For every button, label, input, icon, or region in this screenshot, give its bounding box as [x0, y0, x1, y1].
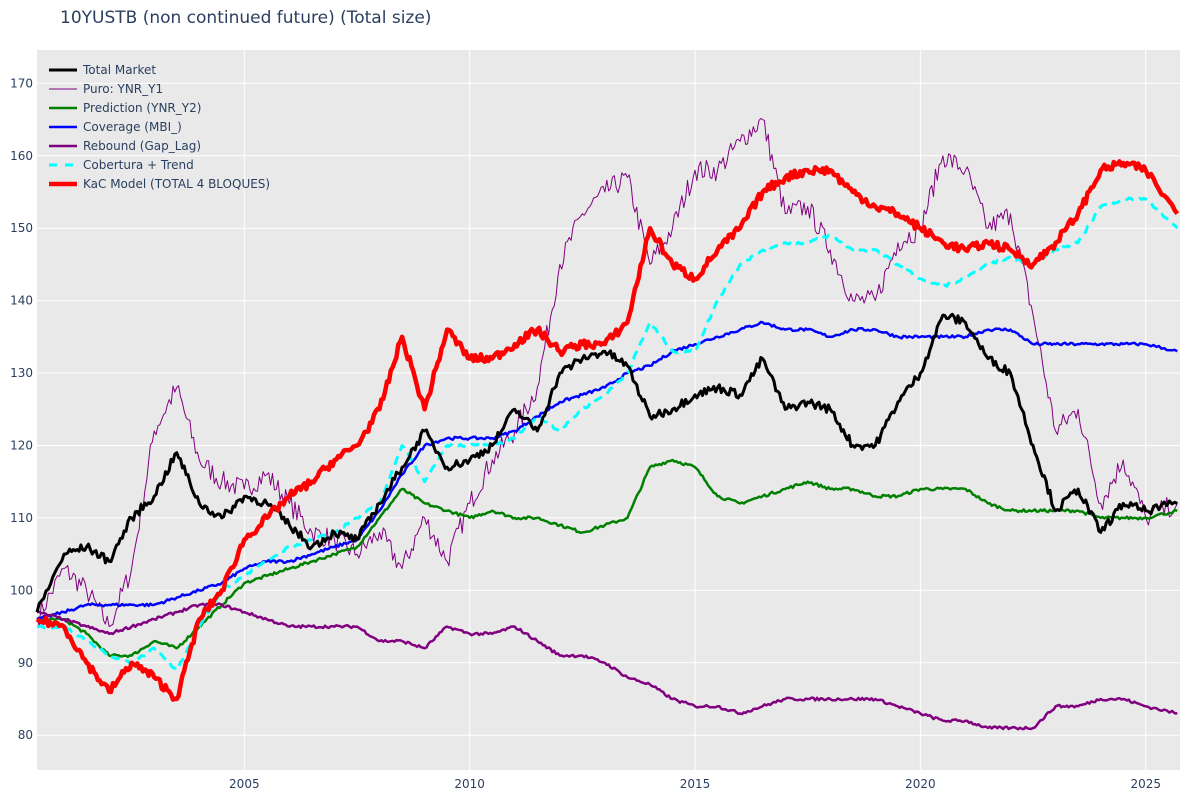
- legend-label: Rebound (Gap_Lag): [83, 138, 202, 153]
- series-line-total-market: [35, 312, 1178, 613]
- x-tick-label: 2025: [1130, 777, 1161, 791]
- legend-swatch: [49, 163, 77, 166]
- y-tick-label: 130: [10, 366, 33, 380]
- legend-label: Cobertura + Trend: [83, 157, 194, 172]
- series-line-coverage-mbi: [36, 320, 1178, 621]
- series-line-cobertura-trend: [36, 196, 1179, 672]
- legend-swatch: [49, 125, 77, 128]
- legend-swatch: [49, 68, 77, 71]
- legend-label: Prediction (YNR_Y2): [83, 100, 202, 115]
- chart-title: 10YUSTB (non continued future) (Total si…: [60, 8, 432, 28]
- legend-item[interactable]: Puro: YNR_Y1: [47, 79, 270, 98]
- series-line-prediction-ynr-y2: [36, 458, 1178, 659]
- y-tick-label: 170: [10, 76, 33, 90]
- x-tick-label: 2005: [229, 777, 260, 791]
- legend-swatch: [49, 106, 77, 109]
- legend-item[interactable]: Total Market: [47, 60, 270, 79]
- legend-swatch: [49, 88, 77, 89]
- y-tick-label: 90: [18, 656, 33, 670]
- series-line-puro-ynr-y1: [36, 118, 1178, 628]
- legend-swatch: [49, 144, 77, 147]
- legend-swatch: [49, 181, 77, 186]
- legend-item[interactable]: Rebound (Gap_Lag): [47, 136, 270, 155]
- y-tick-label: 120: [10, 438, 33, 452]
- y-tick-label: 100: [10, 583, 33, 597]
- legend-label: KaC Model (TOTAL 4 BLOQUES): [83, 176, 271, 191]
- y-tick-label: 160: [10, 149, 33, 163]
- legend-item[interactable]: Cobertura + Trend: [47, 155, 270, 174]
- legend-label: Puro: YNR_Y1: [83, 81, 164, 96]
- y-tick-label: 140: [10, 294, 33, 308]
- series-line-rebound-gap-lag: [36, 602, 1178, 731]
- legend-item[interactable]: Prediction (YNR_Y2): [47, 98, 270, 117]
- legend-item[interactable]: Coverage (MBI_): [47, 117, 270, 136]
- x-tick-label: 2015: [680, 777, 711, 791]
- series-line-kac-model-total-4-bloques: [35, 159, 1180, 702]
- x-tick-label: 2020: [905, 777, 936, 791]
- y-tick-label: 150: [10, 221, 33, 235]
- y-tick-label: 110: [10, 511, 33, 525]
- legend-label: Coverage (MBI_): [83, 119, 182, 134]
- legend-item[interactable]: KaC Model (TOTAL 4 BLOQUES): [47, 174, 270, 193]
- x-tick-label: 2010: [454, 777, 485, 791]
- legend: Total Market Puro: YNR_Y1 Prediction (YNR_…: [47, 60, 270, 193]
- legend-label: Total Market: [83, 62, 157, 77]
- plot-area: [37, 50, 1180, 770]
- y-tick-label: 80: [18, 728, 33, 742]
